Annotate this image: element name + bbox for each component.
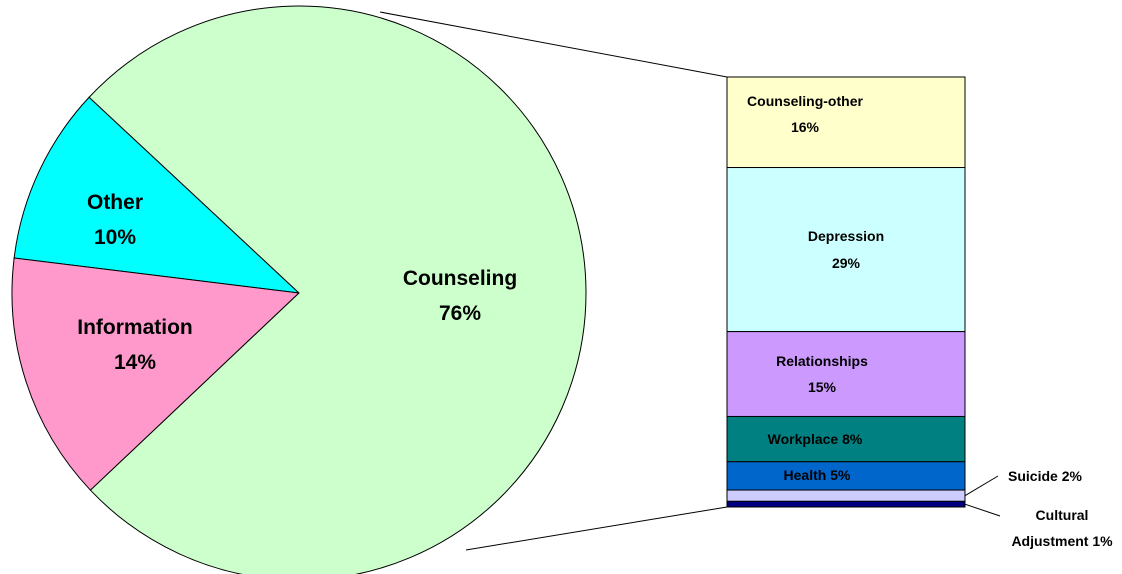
label-name: Relationships xyxy=(776,352,868,369)
pie-label: Counseling 76% xyxy=(370,261,550,332)
bar-label: Cultural Adjustment 1% xyxy=(1007,502,1117,555)
label-name: Cultural Adjustment xyxy=(1011,506,1089,550)
leader-line xyxy=(964,503,1001,517)
bar-segment xyxy=(726,500,966,508)
label-value: 14% xyxy=(113,351,157,375)
label-name: Counseling xyxy=(402,266,518,290)
bar-segment xyxy=(726,331,966,417)
label-value: 1% xyxy=(1092,533,1113,550)
bar-label: Workplace 8% xyxy=(715,426,915,453)
pie-slice xyxy=(88,5,587,574)
bar-segment xyxy=(726,76,966,169)
connector xyxy=(465,506,728,551)
label-name: Other xyxy=(86,190,143,214)
pie-label: Other 10% xyxy=(45,185,185,256)
label-value: 16% xyxy=(790,119,820,136)
bar-label: Health 5% xyxy=(717,462,917,489)
label-value: 5% xyxy=(830,467,851,484)
pie-slice xyxy=(13,96,301,294)
bar-label: Depression 29% xyxy=(746,223,946,276)
label-name: Counseling-other xyxy=(747,92,863,109)
label-value: 10% xyxy=(93,226,137,250)
bar-segment xyxy=(726,489,966,502)
label-name: Depression xyxy=(807,228,885,245)
label-value: 76% xyxy=(438,302,482,326)
bar-label: Suicide 2% xyxy=(990,463,1100,490)
label-value: 15% xyxy=(807,379,837,396)
label-name: Suicide xyxy=(1008,467,1058,484)
pie-slice xyxy=(11,257,301,491)
label-value: 8% xyxy=(842,430,863,447)
bar-segment xyxy=(726,415,966,463)
bar-segment xyxy=(726,167,966,333)
pie-label: Information 14% xyxy=(45,310,225,381)
leader-line xyxy=(964,475,999,497)
bar-label: Relationships 15% xyxy=(722,348,922,401)
label-name: Health xyxy=(783,467,827,484)
bar-label: Counseling-other 16% xyxy=(725,88,885,141)
label-name: Workplace xyxy=(767,430,839,447)
label-name: Information xyxy=(77,315,193,339)
connector xyxy=(379,11,728,78)
label-value: 2% xyxy=(1061,467,1082,484)
bar-segment xyxy=(726,461,966,491)
label-value: 29% xyxy=(831,254,861,271)
